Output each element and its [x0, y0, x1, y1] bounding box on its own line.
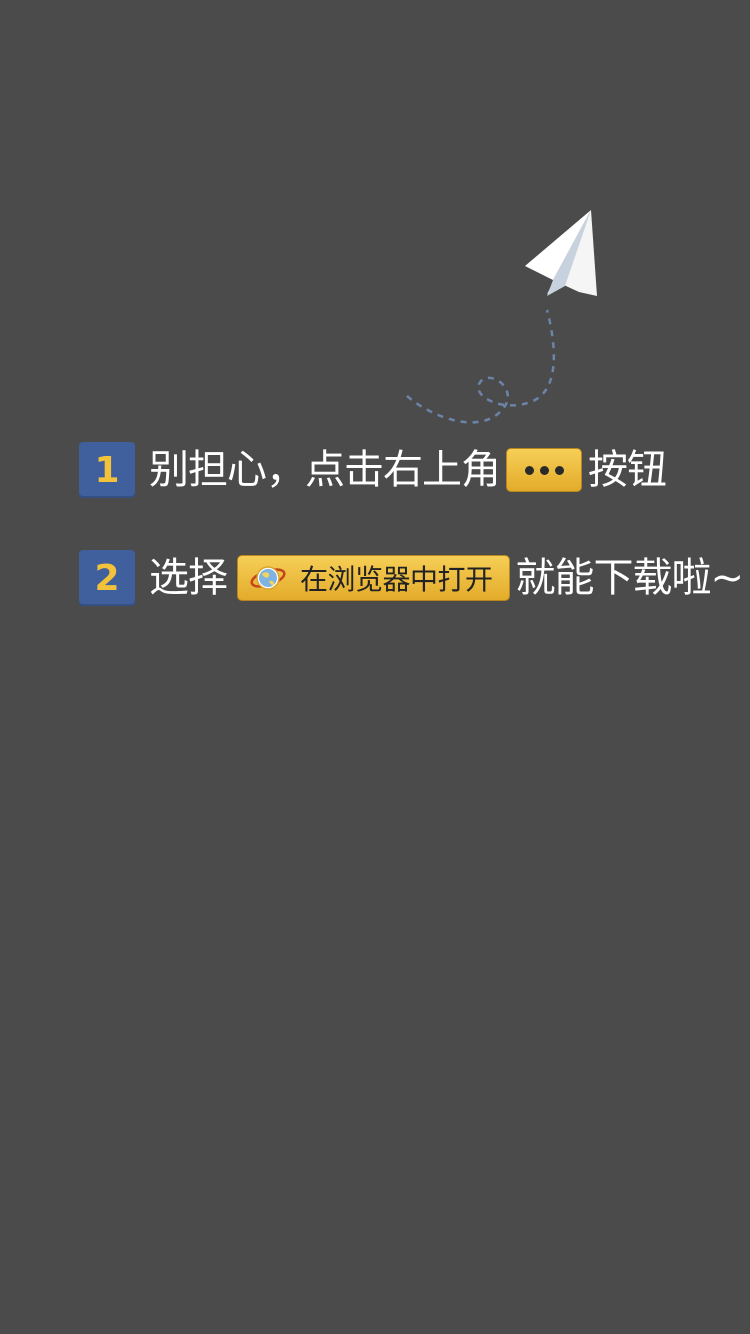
- step-two-text-after: 就能下载啦~: [515, 555, 745, 601]
- step-one: 1 别担心，点击右上角 按钮: [79, 441, 667, 499]
- step-two: 2 选择 在浏览器中打开 就能下载啦~: [79, 549, 745, 607]
- step-one-badge: 1: [79, 442, 135, 498]
- dot: [539, 465, 549, 475]
- more-dots-icon: [506, 448, 582, 492]
- planet-icon: [250, 566, 286, 590]
- paper-plane-icon: [406, 210, 597, 424]
- step-two-text-before: 选择: [149, 555, 228, 601]
- step-one-text-after: 按钮: [588, 447, 667, 493]
- open-in-browser-button: 在浏览器中打开: [237, 555, 510, 601]
- step-one-text-before: 别担心，点击右上角: [149, 447, 501, 493]
- open-in-browser-label: 在浏览器中打开: [300, 563, 493, 596]
- step-two-badge: 2: [79, 550, 135, 606]
- dot: [554, 465, 564, 475]
- dot: [524, 465, 534, 475]
